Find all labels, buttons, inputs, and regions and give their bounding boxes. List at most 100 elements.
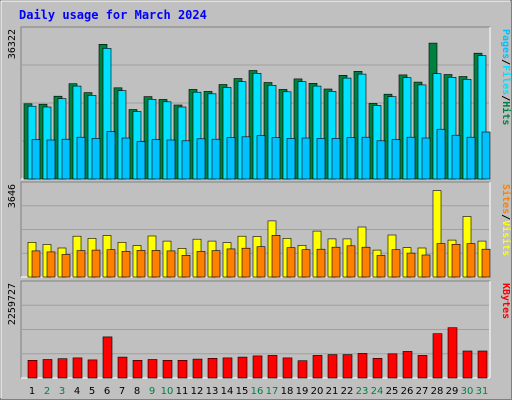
bar-pages (121, 137, 131, 180)
bar-sites (286, 247, 296, 278)
bar-kbytes (222, 357, 233, 379)
bar-kbytes (342, 354, 353, 379)
x-tick-label: 29 (446, 386, 459, 397)
bar-pages (196, 138, 206, 180)
bar-pages (286, 138, 296, 180)
bar-pages (451, 134, 461, 180)
x-tick-label: 25 (386, 386, 399, 397)
bar-sites (211, 250, 221, 278)
x-tick-label: 17 (266, 386, 279, 397)
bar-sites (331, 246, 341, 278)
bar-pages (466, 136, 476, 180)
bar-kbytes (417, 355, 428, 379)
x-tick-label: 14 (221, 386, 234, 397)
bar-sites (451, 244, 461, 278)
legend-entry: / (500, 214, 511, 220)
legend-entry: Hits (500, 101, 512, 125)
bar-sites (136, 250, 146, 278)
y-max-label: 2259727 (7, 283, 18, 325)
bar-kbytes (252, 355, 263, 379)
x-tick-label: 30 (461, 386, 474, 397)
bar-pages (136, 141, 146, 180)
x-tick-label: 13 (206, 386, 219, 397)
bar-kbytes (372, 357, 383, 379)
x-tick-label: 12 (191, 386, 204, 397)
bar-kbytes (27, 359, 38, 379)
x-tick-label: 6 (104, 386, 110, 397)
x-axis-labels: 1 2 3 4 5 6 7 8 9 10 11 12 13 14 15 16 17 18 19 20 21 22 23 24 2… (29, 386, 489, 397)
bar-sites (406, 252, 416, 278)
legend-entry: Visits (500, 220, 512, 256)
x-tick-label: 8 (134, 386, 140, 397)
x-tick-label: 7 (119, 386, 125, 397)
x-tick-label: 27 (416, 386, 429, 397)
x-tick-label: 23 (356, 386, 369, 397)
panel-legend: Pages/Files/Hits (500, 29, 512, 125)
bar-sites (301, 249, 311, 278)
x-tick-label: 20 (311, 386, 324, 397)
bar-kbytes (462, 350, 473, 379)
bar-kbytes (87, 359, 98, 379)
bar-kbytes (297, 360, 308, 379)
legend-entry: Pages (500, 29, 511, 59)
legend-entry: KBytes (500, 283, 511, 319)
bar-kbytes (327, 354, 338, 379)
bar-pages (346, 137, 356, 180)
bar-sites (241, 247, 251, 278)
bar-kbytes (132, 359, 143, 379)
bar-sites (46, 251, 56, 278)
bar-kbytes (237, 356, 248, 379)
x-tick-label: 5 (89, 386, 95, 397)
bar-sites (151, 250, 161, 278)
panel-visits-sites: 3646 Sites/Visits (7, 181, 512, 278)
panel-legend: Sites/Visits (500, 184, 512, 256)
bar-pages (481, 131, 491, 180)
x-tick-label: 22 (341, 386, 354, 397)
bar-sites (121, 251, 131, 278)
bar-kbytes (72, 357, 83, 379)
bar-sites (76, 250, 86, 278)
bar-sites (166, 250, 176, 278)
bar-sites (346, 245, 356, 278)
bar-sites (271, 235, 281, 278)
bar-pages (301, 137, 311, 180)
bar-kbytes (162, 359, 173, 379)
legend-entry: Files (500, 65, 512, 95)
bar-sites (61, 254, 71, 278)
legend-entry: / (500, 95, 511, 101)
bar-sites (226, 248, 236, 278)
bar-pages (241, 136, 251, 180)
x-tick-label: 1 (29, 386, 35, 397)
x-tick-label: 16 (251, 386, 264, 397)
legend-entry: Sites (500, 184, 512, 214)
bar-sites (106, 249, 116, 278)
bar-kbytes (192, 358, 203, 379)
bar-pages (106, 131, 116, 180)
bar-pages (421, 137, 431, 180)
bar-pages (271, 137, 281, 180)
bar-pages (376, 140, 386, 180)
bar-sites (376, 255, 386, 278)
bar-pages (256, 135, 266, 180)
bar-kbytes (477, 350, 488, 379)
x-tick-label: 24 (371, 386, 384, 397)
bar-pages (316, 138, 326, 180)
x-tick-label: 19 (296, 386, 309, 397)
bar-pages (31, 139, 41, 180)
bar-pages (76, 136, 86, 180)
bar-sites (91, 249, 101, 278)
bar-kbytes (357, 353, 368, 379)
bar-kbytes (267, 355, 278, 379)
y-max-label: 3646 (7, 184, 18, 208)
bar-kbytes (387, 353, 398, 379)
bar-kbytes (312, 355, 323, 379)
x-tick-label: 26 (401, 386, 414, 397)
bar-kbytes (402, 351, 413, 379)
bar-kbytes (147, 359, 158, 379)
bar-pages (331, 138, 341, 180)
x-tick-label: 15 (236, 386, 249, 397)
x-tick-label: 3 (59, 386, 65, 397)
x-tick-label: 10 (161, 386, 174, 397)
